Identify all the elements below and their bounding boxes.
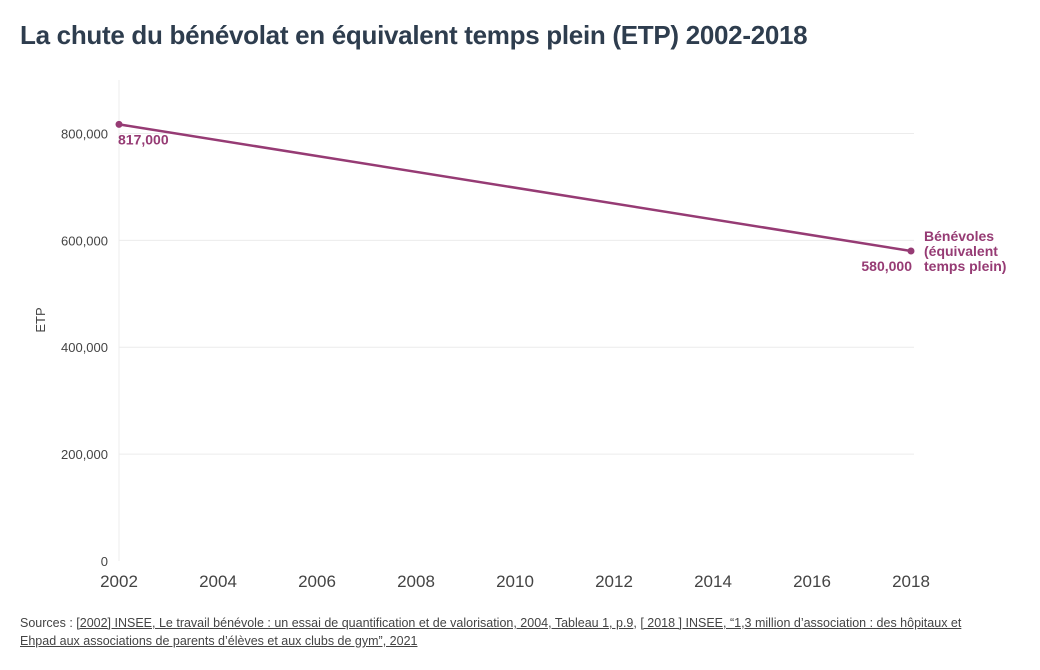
y-tick-label: 0 <box>101 554 108 569</box>
y-axis-title: ETP <box>33 307 48 332</box>
sources-separator: , <box>633 616 641 630</box>
source-link-2018[interactable]: [ 2018 ] INSEE, “1,3 million d’associati… <box>20 616 962 648</box>
x-tick-label: 2008 <box>397 572 435 591</box>
y-tick-label: 800,000 <box>61 126 108 141</box>
series-name-label: (équivalent <box>924 243 998 259</box>
chart-title: La chute du bénévolat en équivalent temp… <box>20 20 808 50</box>
series-line-benevoles <box>118 123 912 253</box>
x-tick-label: 2006 <box>298 572 336 591</box>
x-tick-label: 2010 <box>496 572 534 591</box>
series-layer <box>115 120 915 255</box>
y-tick-label: 400,000 <box>61 340 108 355</box>
line-chart: 0 200,000 400,000 600,000 800,000 2002 2004 200… <box>33 80 1006 591</box>
data-point <box>907 247 915 255</box>
series-name-label: Bénévoles <box>924 228 994 244</box>
x-tick-label: 2012 <box>595 572 633 591</box>
grid-lines <box>119 132 914 455</box>
y-tick-label: 600,000 <box>61 233 108 248</box>
y-tick-label: 200,000 <box>61 447 108 462</box>
data-point <box>115 120 123 128</box>
sources-prefix: Sources : <box>20 616 77 630</box>
x-tick-label: 2014 <box>694 572 732 591</box>
x-tick-label: 2004 <box>199 572 237 591</box>
data-label-2018: 580,000 <box>861 258 912 274</box>
source-link-2002[interactable]: [2002] INSEE, Le travail bénévole : un e… <box>76 616 634 630</box>
sources-note: Sources : [2002] INSEE, Le travail bénév… <box>20 614 1000 650</box>
data-labels: 817,000 580,000 Bénévoles(équivalenttemps … <box>118 131 1006 274</box>
x-tick-label: 2016 <box>793 572 831 591</box>
x-tick-label: 2018 <box>892 572 930 591</box>
x-tick-label: 2002 <box>100 572 138 591</box>
axes: 0 200,000 400,000 600,000 800,000 2002 2004 200… <box>33 80 930 591</box>
data-label-2002: 817,000 <box>118 131 169 147</box>
series-name-label: temps plein) <box>924 258 1006 274</box>
